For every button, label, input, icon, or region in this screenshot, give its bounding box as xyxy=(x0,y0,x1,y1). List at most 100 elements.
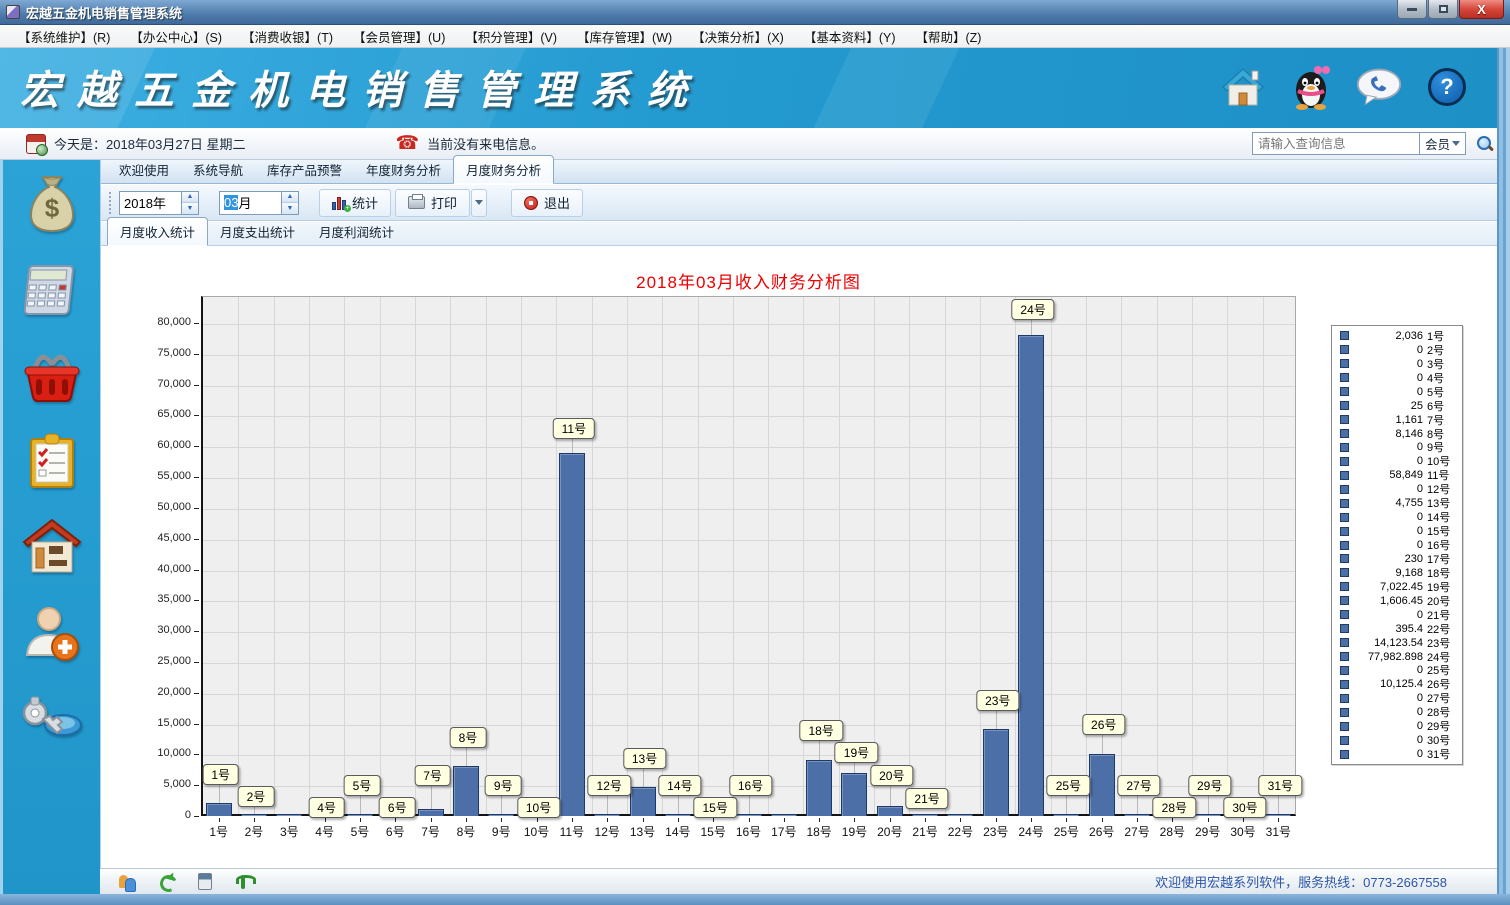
toolbar-grip[interactable] xyxy=(109,191,113,214)
print-button[interactable]: 打印 xyxy=(395,188,471,217)
legend-row-31号: 0 31号 xyxy=(1334,747,1460,761)
gridline-v-19 xyxy=(874,297,876,814)
banner-char-0: 宏 xyxy=(20,67,60,114)
callout-19号: 19号 xyxy=(834,742,879,763)
house-icon[interactable] xyxy=(3,504,100,590)
year-down-button[interactable]: ▼ xyxy=(182,203,198,214)
checklist-icon[interactable] xyxy=(3,418,100,504)
calculator-icon[interactable] xyxy=(198,873,212,890)
y-axis-tick-35000 xyxy=(194,600,199,602)
stat-button[interactable]: + 统计 xyxy=(319,188,392,217)
home-icon[interactable] xyxy=(1220,64,1266,110)
stat-button-label: 统计 xyxy=(352,196,379,211)
key-icon[interactable] xyxy=(3,676,100,762)
callout-12号: 12号 xyxy=(587,775,631,796)
x-axis-label-26号: 26号 xyxy=(1089,825,1115,839)
year-up-button[interactable]: ▲ xyxy=(182,191,198,203)
year-input[interactable] xyxy=(119,190,181,215)
close-button[interactable]: X xyxy=(1459,0,1504,19)
x-axis-label-22号: 22号 xyxy=(947,825,974,839)
menu-item-5[interactable]: 【库存管理】(W) xyxy=(577,30,673,45)
search-input[interactable] xyxy=(1252,132,1420,155)
menu-item-2[interactable]: 【消费收银】(T) xyxy=(242,30,333,45)
add-member-icon[interactable] xyxy=(3,590,100,676)
month-down-button[interactable]: ▼ xyxy=(282,203,298,214)
gridline-h-10000 xyxy=(203,755,1295,757)
tab-4[interactable]: 月度财务分析 xyxy=(453,155,555,184)
minimize-button[interactable] xyxy=(1397,0,1427,19)
chart-bar-16号 xyxy=(735,814,762,816)
maximize-button[interactable] xyxy=(1428,0,1458,19)
print-dropdown-button[interactable] xyxy=(471,188,488,217)
subtab-2[interactable]: 月度利润统计 xyxy=(319,226,395,240)
shopping-basket-icon[interactable] xyxy=(3,332,100,418)
gridline-v-23 xyxy=(1015,297,1017,814)
menu-item-4[interactable]: 【积分管理】(V) xyxy=(465,30,558,45)
help-icon[interactable]: ? xyxy=(1424,64,1470,110)
callout-16号: 16号 xyxy=(728,775,773,796)
search-group: 会员 xyxy=(1252,132,1494,155)
money-bag-icon[interactable]: $ xyxy=(3,160,100,246)
tab-1[interactable]: 系统导航 xyxy=(193,164,244,178)
legend-swatch-18号 xyxy=(1340,568,1349,578)
subtab-1[interactable]: 月度支出统计 xyxy=(220,226,296,240)
y-axis-tick-5000 xyxy=(194,785,199,787)
bar-chart-icon: + xyxy=(332,196,351,212)
y-axis-label-25000: 25,000 xyxy=(157,654,191,667)
menu-item-3[interactable]: 【会员管理】(U) xyxy=(353,30,446,45)
x-axis-tick-12 xyxy=(642,818,644,822)
callout-30号: 30号 xyxy=(1223,797,1267,818)
y-axis-label-5000: 5,000 xyxy=(163,778,191,791)
callout-2号: 2号 xyxy=(237,786,275,807)
legend-value-20号: 1,606.45 xyxy=(1380,594,1423,607)
month-up-button[interactable]: ▲ xyxy=(282,191,298,203)
refresh-icon[interactable] xyxy=(158,873,176,891)
y-axis-tick-60000 xyxy=(194,446,199,448)
gridline-v-22 xyxy=(980,297,982,814)
qq-icon[interactable] xyxy=(1288,64,1334,110)
tools-icon[interactable] xyxy=(234,873,256,891)
members-icon[interactable] xyxy=(118,873,136,892)
search-category-value: 会员 xyxy=(1425,138,1451,152)
gridline-v-1 xyxy=(238,297,240,814)
x-axis-label-15号: 15号 xyxy=(700,825,726,839)
callout-20号: 20号 xyxy=(870,765,914,786)
chart-bar-17号 xyxy=(770,814,797,816)
gridline-h-80000 xyxy=(203,324,1295,325)
menu-item-6[interactable]: 【决策分析】(X) xyxy=(692,30,784,45)
legend-swatch-25号 xyxy=(1340,665,1349,675)
legend-swatch-24号 xyxy=(1340,652,1349,662)
subtab-0[interactable]: 月度收入统计 xyxy=(107,217,209,246)
tab-3[interactable]: 年度财务分析 xyxy=(366,164,442,178)
chart-page: 2018年03月收入财务分析图 0 5,000 10,000 15,000 20,000… xyxy=(101,246,1498,868)
legend-label-2号: 2号 xyxy=(1427,344,1445,357)
phone-bubble-icon[interactable] xyxy=(1356,64,1402,110)
menu-item-0[interactable]: 【系统维护】(R) xyxy=(18,30,111,45)
tab-2[interactable]: 库存产品预警 xyxy=(267,164,343,178)
menu-item-8[interactable]: 【帮助】(Z) xyxy=(915,30,982,45)
callout-line-12号 xyxy=(607,796,609,814)
chart-plot xyxy=(201,296,1296,816)
chart-bar-7号 xyxy=(417,809,444,816)
window-right-frame xyxy=(1497,48,1510,894)
menu-item-7[interactable]: 【基本资料】(Y) xyxy=(803,30,896,45)
tab-0[interactable]: 欢迎使用 xyxy=(119,164,170,178)
callout-23号: 23号 xyxy=(976,690,1020,711)
legend-row-10号: 0 10号 xyxy=(1334,454,1460,468)
maximize-icon xyxy=(1438,5,1448,13)
legend-value-9号: 0 xyxy=(1416,441,1423,454)
legend-swatch-11号 xyxy=(1340,470,1349,480)
x-axis-label-19号: 19号 xyxy=(841,825,868,839)
y-axis-label-70000: 70,000 xyxy=(157,377,191,390)
search-icon[interactable] xyxy=(1476,135,1494,153)
calculator-icon[interactable] xyxy=(3,246,100,332)
exit-button[interactable]: 退出 xyxy=(511,188,584,217)
month-input[interactable]: 03 月 xyxy=(219,190,281,215)
search-category-select[interactable]: 会员 xyxy=(1420,132,1466,155)
menu-item-1[interactable]: 【办公中心】(S) xyxy=(130,30,223,45)
x-axis-label-17号: 17号 xyxy=(771,825,797,839)
legend-row-3号: 0 3号 xyxy=(1334,357,1460,371)
window-controls: X xyxy=(1396,0,1504,19)
info-bar: 今天是：2018年03月27日 星期二 ☎ 当前没有来电信息。 会员 xyxy=(0,128,1510,160)
x-axis-tick-29 xyxy=(1243,818,1245,822)
